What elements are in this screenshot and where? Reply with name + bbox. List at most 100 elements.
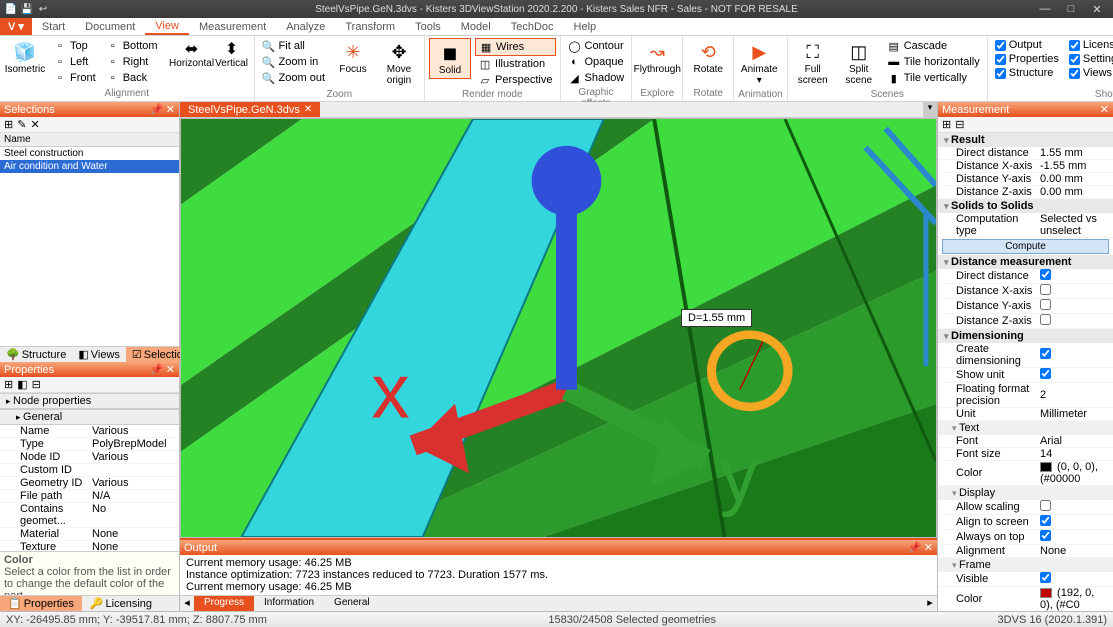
meas-row[interactable]: Visible (938, 572, 1113, 587)
zoom-out-button[interactable]: 🔍Zoom out (259, 70, 328, 86)
sel-tb3-icon[interactable]: ✕ (30, 118, 39, 131)
meas-checkbox[interactable] (1040, 572, 1051, 583)
illustration-button[interactable]: ◫Illustration (475, 56, 555, 72)
property-row[interactable]: TypePolyBrepModel (0, 438, 179, 451)
meas-checkbox[interactable] (1040, 269, 1051, 280)
contour-button[interactable]: ◯Contour (565, 38, 628, 54)
meas-checkbox[interactable] (1040, 530, 1051, 541)
meas-checkbox[interactable] (1040, 348, 1051, 359)
tab-help[interactable]: Help (564, 18, 607, 35)
opaque-button[interactable]: ◐Opaque (565, 54, 628, 70)
meas-tb2-icon[interactable]: ⊟ (955, 118, 964, 131)
perspective-button[interactable]: ▱Perspective (475, 72, 555, 88)
left-button[interactable]: ▫Left (50, 54, 99, 70)
prop-tb3-icon[interactable]: ⊟ (32, 378, 41, 391)
meas-row[interactable]: Color (192, 0, 0), (#C0 (938, 587, 1113, 611)
meas-row[interactable]: Distance X-axis (938, 284, 1113, 299)
move-origin-button[interactable]: ✥Move origin (378, 38, 420, 88)
meas-subsection[interactable]: Display (938, 486, 1113, 500)
tab-analyze[interactable]: Analyze (276, 18, 335, 35)
split-button[interactable]: ◫Split scene (838, 38, 880, 88)
close-panel-icon[interactable]: ✕ (1100, 103, 1109, 116)
property-row[interactable]: NameVarious (0, 425, 179, 438)
section-node[interactable]: Node properties (0, 393, 179, 409)
meas-row[interactable]: Distance X-axis -1.55 mm (938, 160, 1113, 173)
meas-row[interactable]: Create dimensioning (938, 343, 1113, 368)
close-panel-icon[interactable]: ✕ (924, 541, 933, 554)
tab-licensing[interactable]: 🔑Licensing (82, 596, 160, 611)
undo-icon[interactable]: ↩ (36, 2, 50, 16)
meas-checkbox[interactable] (1040, 368, 1051, 379)
tab-information[interactable]: Information (254, 596, 324, 611)
save-icon[interactable]: 💾 (20, 2, 34, 16)
selection-item[interactable]: Steel construction (0, 147, 179, 160)
sel-tb1-icon[interactable]: ⊞ (4, 118, 13, 131)
shadow-button[interactable]: ◢Shadow (565, 70, 628, 86)
meas-section[interactable]: Distance measurement (938, 255, 1113, 269)
close-panel-icon[interactable]: ✕ (166, 363, 175, 376)
pin-icon[interactable]: 📌 (150, 103, 164, 116)
axis-widget[interactable]: x y (189, 118, 937, 529)
pin-icon[interactable]: 📌 (150, 363, 164, 376)
tab-model[interactable]: Model (451, 18, 501, 35)
meas-row[interactable]: Show unit (938, 368, 1113, 383)
tab-views[interactable]: ◧Views (72, 347, 126, 362)
meas-section[interactable]: Dimensioning (938, 329, 1113, 343)
tab-general[interactable]: General (324, 596, 380, 611)
minimize-button[interactable]: — (1033, 3, 1057, 16)
sel-tb2-icon[interactable]: ✎ (17, 118, 26, 131)
fullscreen-button[interactable]: ⛶Full screen (792, 38, 834, 88)
meas-row[interactable]: Unit Millimeter (938, 408, 1113, 421)
wires-button[interactable]: ▦Wires (475, 38, 555, 56)
section-general[interactable]: General (0, 409, 179, 425)
pin-icon[interactable]: 📌 (908, 541, 922, 554)
meas-row[interactable]: Always on top (938, 530, 1113, 545)
meas-subsection[interactable]: Frame (938, 558, 1113, 572)
tab-progress[interactable]: Progress (194, 596, 254, 611)
top-button[interactable]: ▫Top (50, 38, 99, 54)
pane-properties[interactable]: Properties (992, 52, 1062, 66)
tab-view[interactable]: View (145, 18, 189, 35)
meas-row[interactable]: Distance Y-axis (938, 299, 1113, 314)
rotate-button[interactable]: ⟲Rotate (687, 38, 729, 77)
prop-tb2-icon[interactable]: ◧ (17, 378, 27, 391)
meas-row[interactable]: Distance Y-axis 0.00 mm (938, 173, 1113, 186)
meas-row[interactable]: Computation type Selected vs unselect (938, 213, 1113, 238)
selection-item[interactable]: Air condition and Water (0, 160, 179, 173)
solid-button[interactable]: ◼Solid (429, 38, 471, 79)
meas-checkbox[interactable] (1040, 284, 1051, 295)
meas-tb1-icon[interactable]: ⊞ (942, 118, 951, 131)
close-button[interactable]: ✕ (1085, 3, 1109, 16)
tab-tools[interactable]: Tools (405, 18, 451, 35)
meas-row[interactable]: Font Arial (938, 435, 1113, 448)
meas-row[interactable]: Font size 14 (938, 448, 1113, 461)
viewport-3d[interactable]: D=1.55 mm x y (180, 118, 937, 538)
compute-button[interactable]: Compute (942, 239, 1109, 254)
tab-document[interactable]: Document (75, 18, 145, 35)
zoom-in-button[interactable]: 🔍Zoom in (259, 54, 328, 70)
maximize-button[interactable]: □ (1059, 3, 1083, 16)
pane-settings[interactable]: Settings (1066, 52, 1113, 66)
tab-transform[interactable]: Transform (335, 18, 405, 35)
meas-subsection[interactable]: Text (938, 421, 1113, 435)
tab-properties[interactable]: 📋Properties (0, 596, 82, 611)
meas-row[interactable]: Allow scaling (938, 500, 1113, 515)
meas-row[interactable]: Alignment None (938, 545, 1113, 558)
file-menu[interactable]: V ▾ (0, 18, 32, 35)
front-button[interactable]: ▫Front (50, 70, 99, 86)
property-row[interactable]: MaterialNone (0, 528, 179, 541)
right-button[interactable]: ▫Right (103, 54, 161, 70)
meas-checkbox[interactable] (1040, 299, 1051, 310)
meas-row[interactable]: Distance Z-axis (938, 314, 1113, 329)
animate-button[interactable]: ▶Animate ▾ (738, 38, 780, 88)
close-panel-icon[interactable]: ✕ (166, 103, 175, 116)
property-row[interactable]: Geometry IDVarious (0, 477, 179, 490)
tab-start[interactable]: Start (32, 18, 75, 35)
cascade-button[interactable]: ▤Cascade (884, 38, 983, 54)
meas-section[interactable]: Result (938, 133, 1113, 147)
tab-dropdown[interactable]: ▾ (923, 102, 937, 117)
close-tab-icon[interactable]: ✕ (304, 104, 312, 115)
pane-structure[interactable]: Structure (992, 66, 1062, 80)
back-button[interactable]: ▫Back (103, 70, 161, 86)
property-row[interactable]: File pathN/A (0, 490, 179, 503)
